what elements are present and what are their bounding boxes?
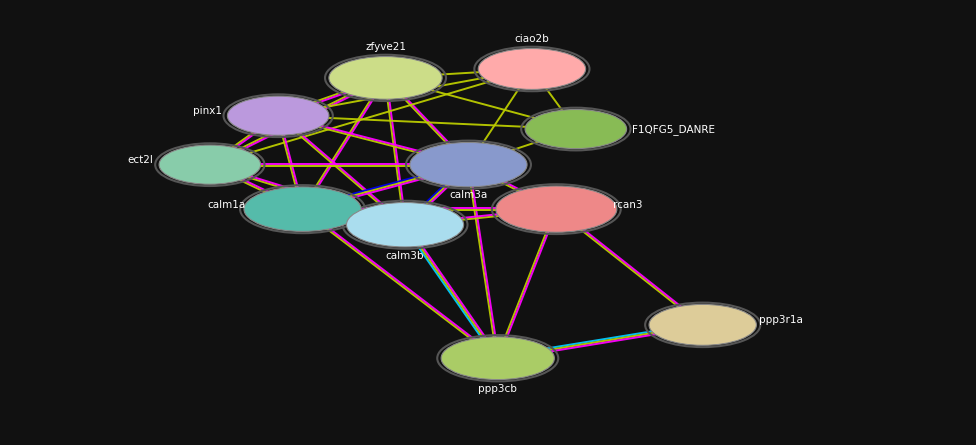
Ellipse shape — [159, 145, 261, 184]
Ellipse shape — [329, 57, 442, 99]
Ellipse shape — [496, 186, 617, 232]
Text: rcan3: rcan3 — [613, 200, 642, 210]
Text: F1QFG5_DANRE: F1QFG5_DANRE — [632, 124, 715, 134]
Text: pinx1: pinx1 — [192, 106, 222, 116]
Text: ect2l: ect2l — [127, 155, 153, 165]
Text: ppp3cb: ppp3cb — [478, 384, 517, 394]
Ellipse shape — [227, 96, 329, 135]
Ellipse shape — [410, 142, 527, 187]
Text: calm3a: calm3a — [449, 190, 488, 200]
Text: calm3b: calm3b — [386, 251, 425, 260]
Text: calm1a: calm1a — [208, 200, 246, 210]
Text: ciao2b: ciao2b — [514, 35, 549, 44]
Ellipse shape — [346, 202, 464, 247]
Text: zfyve21: zfyve21 — [365, 42, 406, 52]
Text: ppp3r1a: ppp3r1a — [759, 316, 803, 325]
Ellipse shape — [649, 304, 756, 345]
Ellipse shape — [441, 337, 554, 380]
Ellipse shape — [478, 49, 586, 89]
Ellipse shape — [244, 187, 361, 231]
Ellipse shape — [525, 109, 627, 149]
